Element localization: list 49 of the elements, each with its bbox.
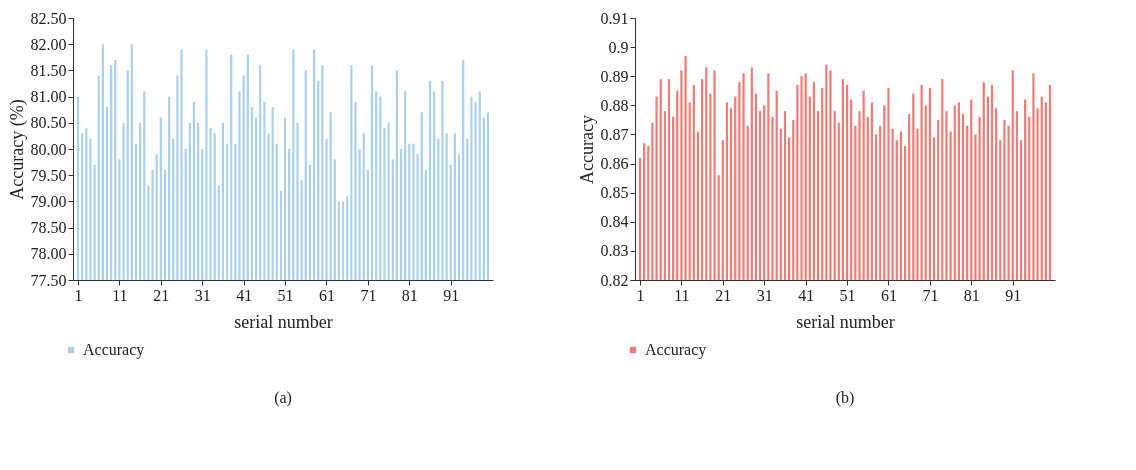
x-tick-label: 71 (922, 286, 939, 304)
x-axis-title: serial number (796, 311, 895, 332)
y-tick-label: 0.82 (600, 271, 629, 289)
x-tick-label: 21 (715, 286, 732, 304)
y-tick-label: 0.91 (600, 9, 629, 27)
legend-label: Accuracy (83, 341, 145, 359)
y-tick-label: 77.50 (30, 271, 67, 289)
y-tick-label: 82.50 (30, 9, 67, 27)
y-tick-label: 81.50 (30, 61, 67, 79)
x-axis-title: serial number (234, 311, 333, 332)
y-tick-label: 0.85 (600, 184, 629, 202)
y-axis-title: Accuracy (%) (6, 99, 28, 200)
text: (b) (835, 389, 855, 407)
x-tick-label: 11 (112, 286, 128, 304)
y-tick-label: 80.00 (30, 140, 67, 158)
x-tick-label: 81 (401, 286, 418, 304)
text: (a) (274, 389, 292, 407)
y-tick-label: 82.00 (30, 35, 67, 53)
y-tick-label: 78.00 (30, 245, 67, 263)
x-tick-label: 41 (798, 286, 815, 304)
y-tick-label: 81.00 (30, 88, 67, 106)
x-tick-label: 91 (443, 286, 460, 304)
legend-label: Accuracy (645, 341, 707, 359)
x-tick-label: 81 (963, 286, 980, 304)
y-tick-label: 79.00 (30, 192, 67, 210)
x-tick-label: 1 (636, 286, 645, 304)
y-tick-label: 79.50 (30, 166, 67, 184)
y-tick-label: 80.50 (30, 114, 67, 132)
x-tick-label: 31 (756, 286, 773, 304)
x-tick-label: 71 (360, 286, 377, 304)
y-tick-label: 0.84 (600, 213, 629, 231)
y-axis-title: Accuracy (576, 115, 597, 184)
x-tick-label: 61 (880, 286, 897, 304)
y-tick-label: 78.50 (30, 219, 67, 237)
x-tick-label: 41 (236, 286, 253, 304)
y-tick-label: 0.9 (608, 38, 629, 56)
x-tick-label: 11 (674, 286, 690, 304)
y-tick-label: 0.87 (600, 125, 629, 143)
x-tick-label: 51 (277, 286, 294, 304)
x-tick-label: 31 (194, 286, 211, 304)
x-tick-label: 21 (153, 286, 170, 304)
y-tick-label: 0.88 (600, 96, 629, 114)
x-tick-label: 1 (74, 286, 83, 304)
y-tick-label: 0.86 (600, 155, 629, 173)
x-tick-label: 91 (1005, 286, 1022, 304)
y-tick-label: 0.89 (600, 67, 629, 85)
y-tick-label: 0.83 (600, 242, 629, 260)
x-tick-label: 51 (839, 286, 856, 304)
x-tick-label: 61 (318, 286, 335, 304)
